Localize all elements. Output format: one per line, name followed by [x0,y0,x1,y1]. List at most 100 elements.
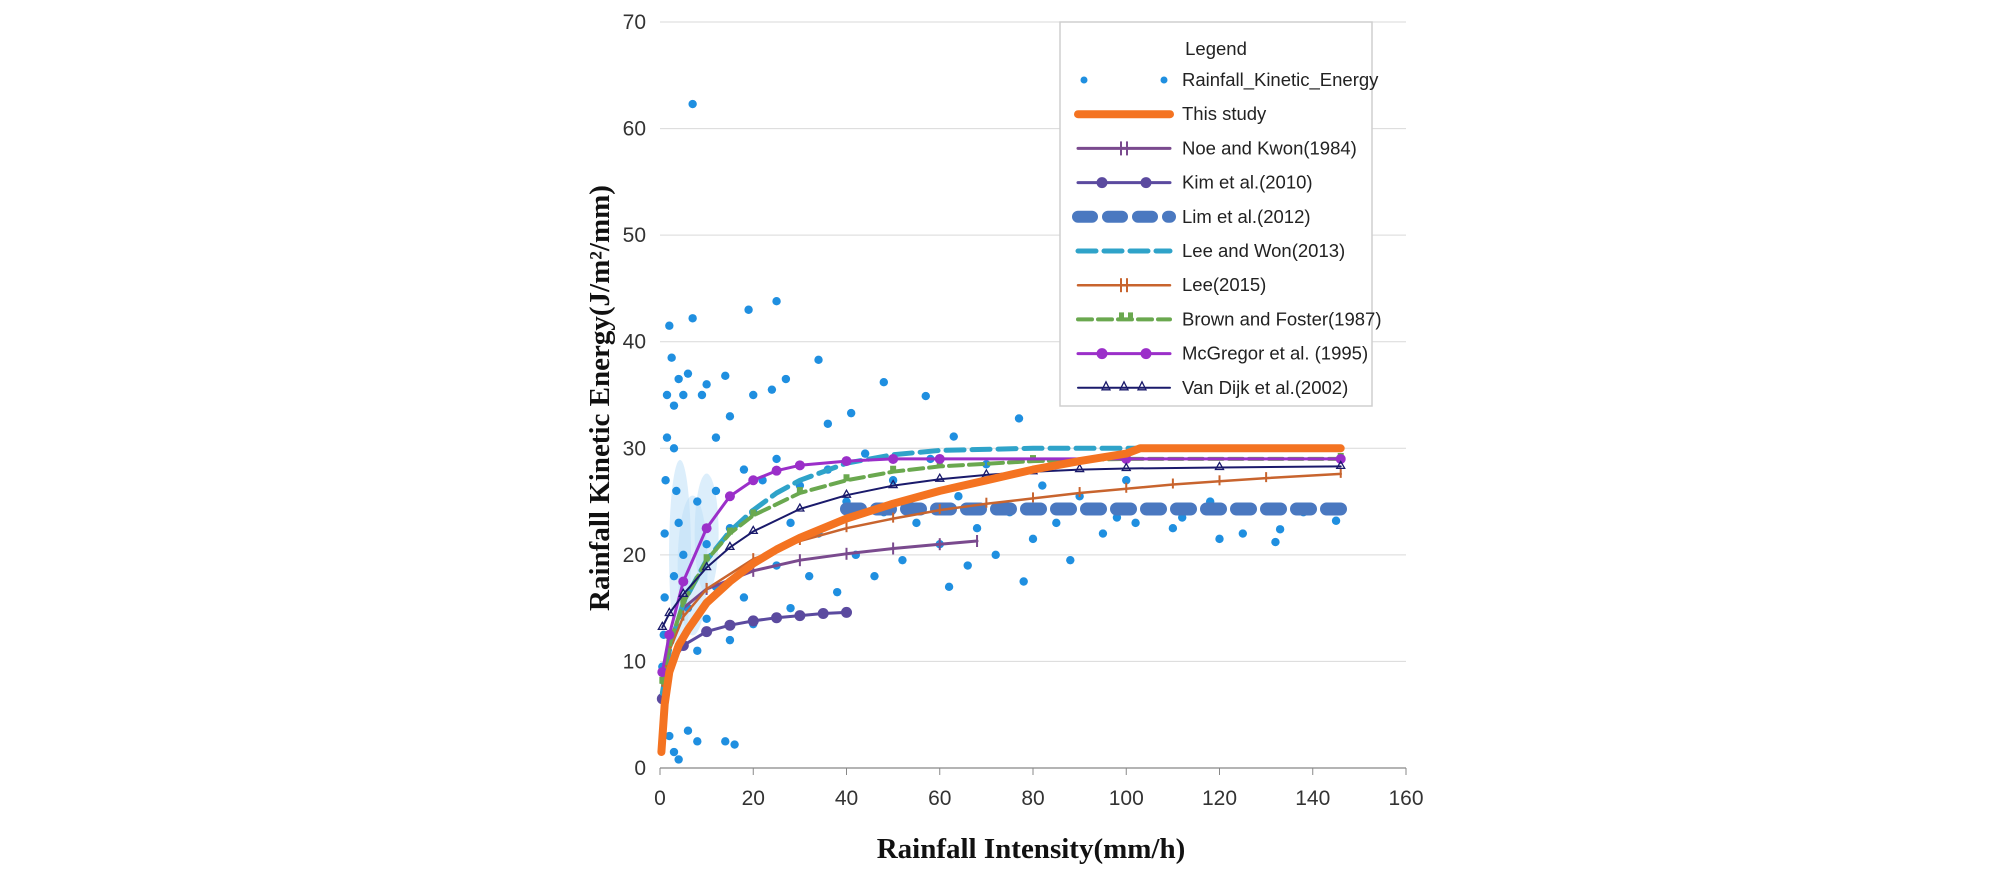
series-marker [934,472,945,482]
legend-label: Van Dijk et al.(2002) [1182,377,1348,398]
scatter-point [944,582,954,592]
series-marker [750,509,757,517]
legend-label: Brown and Foster(1987) [1182,308,1382,329]
series-marker [724,491,735,502]
series-lee-2015 [661,467,1342,687]
x-tick-label: 40 [835,787,858,810]
scatter-point [693,646,702,655]
series-marker [747,615,759,627]
scatter-point [1215,534,1224,544]
scatter-point [688,99,697,109]
series-marker [841,456,852,467]
series-marker [657,621,668,630]
x-tick-label: 160 [1388,787,1423,810]
x-tick-label: 0 [654,787,666,810]
scatter-point [711,486,721,496]
scatter-point [725,412,735,421]
model-curves [656,444,1348,756]
legend-label: Lee and Won(2013) [1182,240,1345,261]
scatter-point [683,726,693,735]
scatter-point [1014,414,1024,423]
scatter-point [679,390,688,400]
series-marker [817,607,829,619]
scatter-point [665,731,674,741]
scatter-point [688,314,697,323]
x-tick-label: 100 [1109,787,1144,810]
legend-marker [1096,177,1108,189]
series-marker [701,626,713,638]
scatter-point [879,378,888,387]
scatter-point [912,518,921,528]
series-marker [748,475,759,486]
legend-item: Lee and Won(2013) [1075,240,1345,261]
legend-marker [1119,312,1124,320]
scatter-point [921,391,930,401]
legend-item: Van Dijk et al.(2002) [1077,377,1348,398]
scatter-point [805,571,814,581]
y-tick-label: 40 [623,331,646,354]
scatter-point [1098,529,1108,538]
series-marker [748,525,759,535]
scatter-point [1052,518,1061,528]
scatter-point [786,518,795,528]
series-line [659,445,1344,696]
series-marker [678,587,689,597]
legend-item: Lee(2015) [1076,274,1266,295]
legend-label: Kim et al.(2010) [1182,172,1313,193]
legend-label: McGregor et al. (1995) [1182,343,1368,364]
series-marker [1335,453,1346,464]
legend-marker [1096,348,1108,360]
series-mcgregor-et-al-1995 [657,453,1346,678]
legend-item: This study [1074,103,1267,124]
scatter-point [660,529,669,538]
series-marker [888,453,899,464]
scatter-point [662,390,672,400]
scatter-point [702,540,711,549]
series-marker [701,561,712,571]
series-marker [888,479,899,489]
scatter-point [739,465,749,474]
scatter-point [1275,525,1285,534]
scatter-point [860,449,870,458]
series-marker [841,488,852,498]
scatter-point [697,390,707,400]
legend-label: Lim et al.(2012) [1182,206,1311,227]
series-marker [843,474,850,482]
scatter-point [711,433,721,442]
x-tick-label: 60 [928,787,951,810]
scatter-point [721,371,730,381]
series-marker [664,629,675,640]
scatter-point [1131,518,1140,528]
legend-swatch [1080,76,1088,84]
scatter-point [772,454,781,464]
scatter-point [1238,529,1248,538]
scatter-point [781,374,791,384]
y-tick-label: 20 [623,544,646,567]
x-tick-label: 140 [1295,787,1330,810]
legend-label: Lee(2015) [1182,274,1266,295]
scatter-point [674,755,683,764]
series-marker [794,610,806,622]
scatter-point [1168,524,1178,533]
legend: Legend Rainfall_Kinetic_Energy This study… [1059,21,1382,407]
scatter-point [669,401,679,410]
scatter-point [870,571,879,581]
series-marker [664,607,675,617]
scatter-point [674,374,683,384]
scatter-point [991,550,1000,560]
series-marker [678,576,689,587]
scatter-point [669,571,679,581]
series-marker [1074,463,1085,473]
series-marker [890,465,897,473]
legend-marker [1136,380,1148,391]
legend-title: Legend [1185,38,1247,59]
scatter-point [661,476,670,485]
series-marker [934,453,945,464]
scatter-point [702,380,711,389]
scatter-point [954,492,963,501]
scatter-point [672,486,681,496]
scatter-point [669,444,679,453]
series-marker [771,612,783,624]
